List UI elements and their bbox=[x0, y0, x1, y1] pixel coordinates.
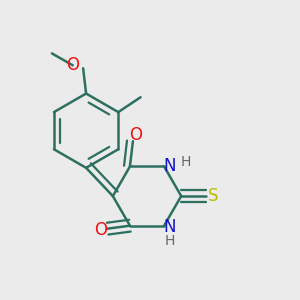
Text: N: N bbox=[163, 157, 176, 175]
Text: O: O bbox=[129, 126, 142, 144]
Text: O: O bbox=[66, 56, 79, 74]
Text: S: S bbox=[208, 187, 218, 205]
Text: O: O bbox=[94, 221, 108, 239]
Text: N: N bbox=[163, 218, 176, 236]
Text: H: H bbox=[164, 234, 175, 248]
Text: H: H bbox=[181, 155, 191, 169]
